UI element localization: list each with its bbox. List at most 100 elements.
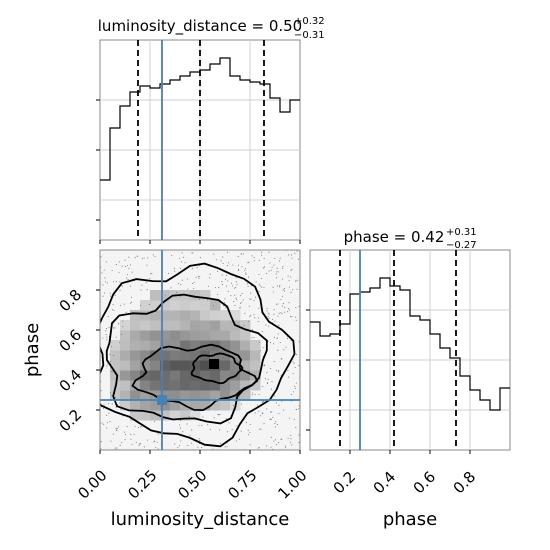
joint-sample-point xyxy=(225,418,227,420)
joint-sample-point xyxy=(187,288,189,290)
joint-y-tick-label: 0.8 xyxy=(56,286,86,316)
joint-sample-point xyxy=(269,411,272,413)
joint-density-cell xyxy=(130,380,141,391)
joint-density-cell xyxy=(160,370,171,381)
joint-sample-point xyxy=(282,289,284,291)
joint-density-cell xyxy=(170,380,181,391)
joint-density-cell xyxy=(190,350,201,361)
joint-sample-point xyxy=(275,402,277,404)
joint-peak-marker xyxy=(209,359,219,369)
joint-density-cell xyxy=(160,350,171,361)
joint-sample-point xyxy=(224,278,226,280)
joint-density-cell xyxy=(130,410,141,421)
joint-sample-point xyxy=(290,339,292,341)
joint-sample-point xyxy=(270,269,272,271)
joint-sample-point xyxy=(264,378,266,380)
joint-sample-point xyxy=(273,440,275,442)
joint-sample-point xyxy=(227,290,229,293)
joint-sample-point xyxy=(279,286,281,288)
joint-sample-point xyxy=(249,423,251,425)
joint-density-cell xyxy=(180,370,191,381)
joint-sample-point xyxy=(114,327,116,329)
joint-density-cell xyxy=(240,380,251,391)
joint-sample-point xyxy=(239,307,241,309)
joint-sample-point xyxy=(226,431,229,433)
luminosity-distance-title-text: luminosity_distance = 0.50 xyxy=(98,17,302,36)
joint-sample-point xyxy=(294,316,297,318)
joint-sample-point xyxy=(284,306,286,308)
joint-sample-point xyxy=(101,272,103,274)
joint-sample-point xyxy=(146,264,148,266)
joint-density-cell xyxy=(210,380,221,391)
joint-sample-point xyxy=(283,290,286,292)
joint-sample-point xyxy=(277,303,279,305)
joint-sample-point xyxy=(291,316,293,318)
joint-density-cell xyxy=(190,340,201,351)
joint-sample-point xyxy=(287,311,289,313)
joint-sample-point xyxy=(198,438,200,440)
joint-sample-point xyxy=(292,361,294,363)
joint-density-cell xyxy=(180,310,191,321)
joint-sample-point xyxy=(199,276,201,278)
joint-sample-point xyxy=(226,251,229,253)
joint-sample-point xyxy=(297,279,299,281)
joint-sample-point xyxy=(118,323,120,325)
joint-sample-point xyxy=(273,264,275,266)
joint-sample-point xyxy=(293,418,295,420)
joint-sample-point xyxy=(267,378,269,380)
joint-sample-point xyxy=(276,267,278,269)
joint-sample-point xyxy=(258,259,260,261)
joint-density-cell xyxy=(200,320,211,331)
joint-density-cell xyxy=(190,410,201,421)
joint-sample-point xyxy=(100,390,102,392)
joint-sample-point xyxy=(202,416,204,418)
joint-density-cell xyxy=(130,360,141,371)
joint-sample-point xyxy=(291,257,293,259)
joint-sample-point xyxy=(121,285,123,287)
joint-sample-point xyxy=(191,252,193,254)
joint-sample-point xyxy=(262,401,264,403)
joint-density-cell xyxy=(210,310,221,321)
joint-sample-point xyxy=(244,267,246,269)
joint-sample-point xyxy=(269,262,271,264)
joint-sample-point xyxy=(192,252,194,254)
joint-sample-point xyxy=(181,261,183,263)
joint-density-cell xyxy=(230,350,241,361)
joint-density-cell xyxy=(250,360,261,371)
joint-sample-point xyxy=(241,266,243,268)
joint-sample-point xyxy=(122,320,124,322)
joint-density-cell xyxy=(170,310,181,321)
joint-sample-point xyxy=(131,271,133,273)
joint-sample-point xyxy=(274,395,276,397)
joint-sample-point xyxy=(154,256,156,258)
joint-density-cell xyxy=(210,330,221,341)
joint-sample-point xyxy=(291,444,293,446)
joint-sample-point xyxy=(269,418,271,420)
joint-sample-point xyxy=(207,299,209,301)
joint-sample-point xyxy=(274,320,276,322)
joint-sample-point xyxy=(279,257,281,259)
joint-sample-point xyxy=(258,410,260,412)
joint-sample-point xyxy=(179,424,181,426)
joint-sample-point xyxy=(262,347,264,349)
joint-sample-point xyxy=(266,408,268,410)
joint-sample-point xyxy=(101,422,103,424)
joint-density-cell xyxy=(200,310,211,321)
joint-sample-point xyxy=(273,336,275,338)
joint-sample-point xyxy=(236,299,238,301)
joint-sample-point xyxy=(179,295,181,297)
joint-sample-point xyxy=(283,349,285,351)
joint-density-cell xyxy=(160,330,171,341)
joint-sample-point xyxy=(209,273,211,275)
joint-sample-point xyxy=(181,252,183,254)
joint-sample-point xyxy=(112,304,114,306)
joint-density-cell xyxy=(130,400,141,411)
joint-sample-point xyxy=(106,422,108,424)
joint-density-cell xyxy=(150,360,161,371)
joint-sample-point xyxy=(234,294,236,296)
joint-sample-point xyxy=(287,370,289,372)
joint-sample-point xyxy=(131,301,133,303)
contour-mid xyxy=(105,293,268,425)
joint-sample-point xyxy=(226,265,228,267)
joint-sample-point xyxy=(249,298,251,300)
